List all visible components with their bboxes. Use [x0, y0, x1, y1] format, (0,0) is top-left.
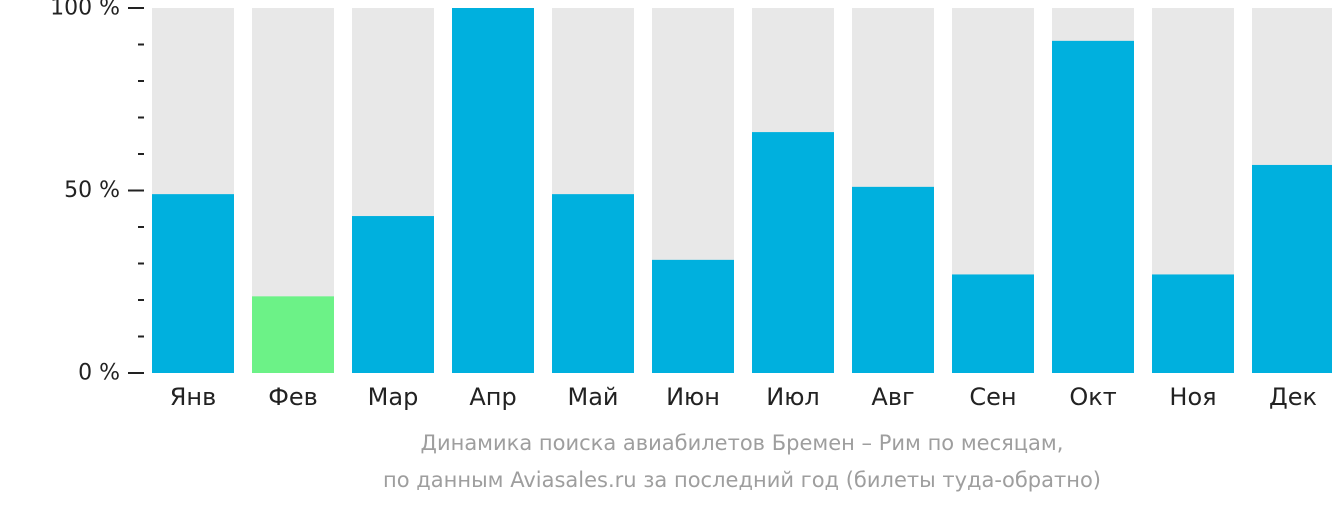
bar	[952, 274, 1034, 373]
bar	[1152, 274, 1234, 373]
bars-group	[152, 8, 1332, 373]
x-tick-label: Июл	[766, 383, 820, 411]
bar	[452, 8, 534, 373]
x-tick-label: Апр	[469, 383, 516, 411]
x-tick-label: Мар	[368, 383, 419, 411]
y-tick-label: 50 %	[64, 178, 120, 203]
x-tick-label: Сен	[969, 383, 1016, 411]
x-tick-label: Янв	[170, 383, 217, 411]
bar	[152, 194, 234, 373]
x-tick-label: Окт	[1069, 383, 1116, 411]
bar	[1052, 40, 1134, 373]
chart-caption-line-2: по данным Aviasales.ru за последний год …	[383, 468, 1101, 492]
chart-caption-line-1: Динамика поиска авиабилетов Бремен – Рим…	[420, 431, 1064, 455]
bar	[852, 186, 934, 373]
y-tick-label: 0 %	[78, 361, 120, 386]
x-tick-label: Ноя	[1169, 383, 1216, 411]
x-tick-label: Дек	[1269, 383, 1317, 411]
bar-highlighted	[252, 296, 334, 373]
y-axis: 0 % 50 % 100 %	[50, 0, 144, 386]
bar	[552, 194, 634, 373]
x-axis-labels: Янв Фев Мар Апр Май Июн Июл Авг Сен Окт Ноя Дек	[170, 383, 1317, 411]
x-tick-label: Авг	[871, 383, 914, 411]
x-tick-label: Май	[567, 383, 618, 411]
x-tick-label: Июн	[666, 383, 720, 411]
y-tick-label: 100 %	[50, 0, 120, 21]
bar	[352, 216, 434, 373]
bar	[1252, 164, 1332, 373]
bar	[652, 259, 734, 373]
x-tick-label: Фев	[268, 383, 318, 411]
bar	[752, 132, 834, 373]
